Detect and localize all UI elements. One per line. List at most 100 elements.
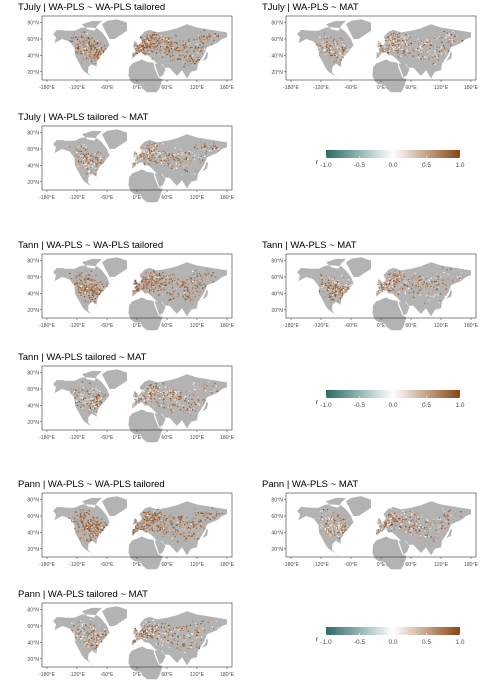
site-point [79, 35, 81, 38]
site-point [161, 392, 164, 395]
site-point [389, 36, 392, 39]
site-point [80, 406, 82, 408]
site-point [323, 524, 326, 527]
site-point [76, 518, 78, 521]
site-point [162, 520, 164, 522]
site-point [87, 526, 90, 528]
site-point [96, 288, 98, 290]
site-point [145, 527, 148, 529]
site-point [333, 526, 336, 528]
site-point [83, 293, 85, 295]
site-point [152, 34, 154, 37]
site-point [429, 48, 431, 50]
site-point [152, 386, 155, 388]
site-point [189, 173, 192, 175]
site-point [430, 536, 433, 538]
site-point [166, 520, 169, 522]
site-point [93, 403, 96, 406]
site-point [426, 282, 428, 284]
site-point [91, 56, 93, 59]
site-point [95, 274, 97, 277]
site-point [145, 33, 148, 35]
site-point [97, 156, 99, 159]
site-point [89, 38, 91, 41]
site-point [163, 523, 166, 526]
site-point [393, 520, 396, 523]
site-point [80, 52, 83, 54]
site-point [444, 527, 446, 530]
site-point [204, 46, 206, 49]
site-point [397, 51, 399, 54]
site-point [443, 44, 445, 47]
site-point [146, 34, 148, 37]
site-point [443, 513, 446, 515]
site-point [329, 47, 332, 50]
site-point [209, 279, 211, 281]
site-point [87, 280, 90, 282]
site-point [102, 161, 104, 163]
site-point [84, 515, 86, 517]
x-tick-label: 0°E [377, 85, 386, 91]
site-point [385, 528, 388, 530]
site-point [143, 280, 146, 283]
site-point [95, 43, 97, 45]
site-point [96, 535, 99, 538]
site-point [317, 48, 320, 50]
site-point [212, 385, 214, 388]
site-point [406, 39, 408, 42]
site-point [436, 37, 439, 40]
site-point [395, 49, 397, 52]
site-point [452, 35, 455, 38]
site-point [389, 519, 392, 522]
site-point [188, 295, 190, 297]
site-point [154, 521, 156, 523]
site-point [97, 519, 100, 521]
site-point [337, 55, 340, 57]
site-point [159, 383, 162, 385]
site-point [166, 152, 169, 154]
site-point [163, 152, 165, 155]
site-point [410, 522, 413, 525]
site-point [210, 37, 212, 39]
site-point [337, 520, 340, 522]
site-point [78, 277, 81, 280]
site-point [193, 146, 196, 148]
site-point [403, 518, 406, 521]
site-point [83, 521, 85, 523]
site-point [331, 281, 333, 284]
site-point [328, 510, 330, 513]
site-point [406, 520, 409, 522]
site-point [145, 516, 148, 519]
site-point [205, 274, 208, 277]
map-plot: 80°N60°N40°N20°N-180°E -120°E -60°E 0°E 60°E… [27, 125, 235, 203]
site-point [88, 291, 91, 294]
site-point [191, 393, 194, 395]
site-point [171, 61, 174, 63]
site-point [200, 156, 202, 159]
site-point [208, 36, 211, 39]
site-point [194, 296, 196, 298]
site-point [409, 524, 411, 526]
site-point [393, 34, 396, 36]
site-point [381, 52, 383, 54]
x-tick-label: -180°E [39, 435, 55, 441]
site-point [173, 58, 176, 61]
site-point [79, 519, 81, 522]
site-point [437, 48, 440, 50]
site-point [93, 285, 95, 287]
site-point [152, 153, 154, 155]
site-point [198, 388, 201, 391]
site-point [143, 529, 145, 531]
site-point [329, 531, 332, 533]
site-point [414, 523, 417, 525]
site-point [421, 48, 424, 50]
site-point [428, 522, 430, 525]
site-point [196, 43, 198, 46]
site-point [143, 287, 146, 289]
x-tick-label: 60°E [161, 195, 173, 201]
site-point [417, 292, 419, 294]
site-point [400, 47, 403, 49]
site-point [95, 287, 97, 290]
y-tick-label: 80°N [27, 21, 39, 27]
site-point [149, 524, 151, 527]
